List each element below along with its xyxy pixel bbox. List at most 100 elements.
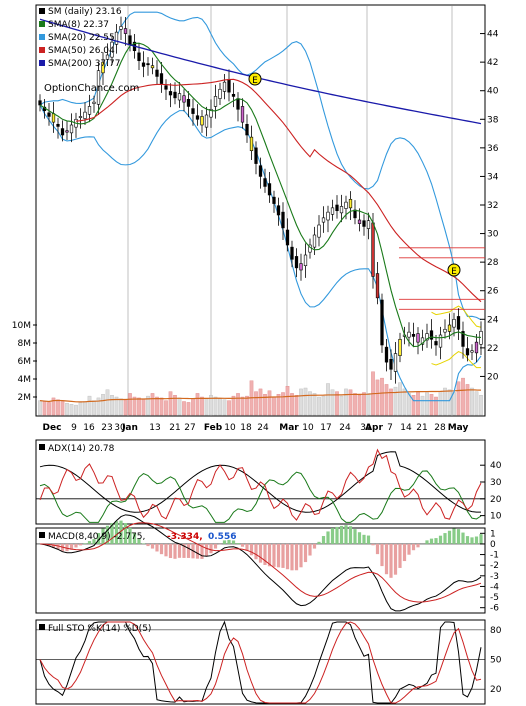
candle-body-23: [141, 62, 146, 67]
candle-body-33: [186, 98, 191, 107]
date-label-2: 16: [83, 423, 95, 433]
volume-bar-19: [123, 399, 128, 416]
volume-bar-3: [51, 397, 56, 416]
macd-hist-bar-29: [168, 543, 173, 559]
macd-hist-bar-24: [146, 543, 150, 547]
macd-hist-bar-81: [402, 543, 407, 562]
volume-bar-35: [195, 393, 200, 416]
macd-hist-bar-13: [96, 532, 101, 544]
price-tick-label-34: 34: [487, 172, 499, 182]
volume-bar-50: [263, 394, 267, 416]
candle-body-76: [380, 299, 384, 346]
price-gridlines: [127, 6, 453, 416]
volume-bar-59: [303, 387, 308, 416]
candle-body-68: [344, 201, 348, 209]
macd-hist-bar-54: [281, 543, 285, 568]
watermark: OptionChance.com: [44, 83, 139, 94]
candle-body-28: [164, 85, 168, 90]
macd-hist-bar-8: [74, 543, 78, 548]
volume-bar-56: [290, 393, 294, 416]
candle-body-35: [195, 115, 200, 120]
volume-bar-13: [96, 397, 101, 416]
volume-bar-85: [420, 395, 425, 416]
date-label-8: 27: [184, 423, 195, 433]
candle-body-4: [56, 123, 60, 127]
volume-bar-43: [231, 395, 236, 416]
macd-hist-bar-11: [87, 541, 92, 544]
candle-body-96: [470, 350, 474, 353]
macd-hist-bar-45: [240, 543, 245, 547]
macd-hist-bar-31: [177, 543, 182, 558]
volume-bar-72: [362, 392, 366, 416]
date-label-23: May: [448, 423, 469, 433]
volume-tick-label-2M: 2M: [18, 393, 32, 403]
macd-hist-bar-55: [285, 543, 290, 570]
macd-hist-bar-84: [416, 543, 420, 548]
candle-body-3: [51, 113, 56, 123]
volume-bar-16: [110, 395, 114, 416]
sma50-line: [75, 78, 482, 303]
volume-bar-93: [456, 381, 461, 416]
price-tick-label-30: 30: [487, 230, 499, 240]
volume-bar-55: [285, 386, 290, 416]
candle-body-37: [204, 114, 209, 128]
candle-body-31: [177, 93, 182, 101]
macd-tick-1: 1: [490, 529, 496, 539]
volume-bar-26: [155, 396, 159, 416]
candle-body-90: [443, 328, 447, 333]
date-label-6: 13: [149, 423, 160, 433]
macd-hist-bar-79: [393, 543, 398, 575]
candle-body-25: [150, 65, 155, 69]
candle-body-16: [110, 41, 114, 58]
volume-tick-label-10M: 10M: [12, 321, 31, 331]
macd-hist-bar-4: [56, 543, 60, 550]
macd-hist-bar-73: [366, 535, 371, 544]
candle-body-39: [213, 96, 218, 107]
macd-hist-bar-37: [204, 543, 209, 557]
legend-swatch-4: [39, 60, 45, 66]
macd-hist-bar-16: [110, 523, 114, 544]
sto-swatch: [39, 624, 45, 630]
adx-tick-40: 40: [490, 461, 502, 471]
volume-bar-87: [429, 394, 434, 416]
volume-bar-61: [312, 393, 317, 416]
candle-body-93: [456, 316, 461, 330]
macd-hist-bar-27: [159, 543, 164, 555]
macd-hist-bar-90: [443, 533, 447, 544]
date-label-18: Apr: [365, 423, 383, 433]
candle-body-11: [87, 106, 92, 115]
volume-tick-label-6M: 6M: [18, 357, 32, 367]
date-label-17: 31: [360, 423, 371, 433]
macd-hist-bar-43: [231, 540, 236, 544]
volume-bar-30: [173, 395, 177, 416]
price-tick-label-24: 24: [487, 315, 499, 325]
candle-body-43: [231, 93, 236, 97]
macd-hist-bar-23: [141, 543, 146, 544]
volume-bar-64: [326, 383, 330, 416]
price-legend: SM (daily) 23.16 SMA(8) 22.37 SMA(20) 22.5…: [39, 7, 122, 69]
date-label-21: 21: [416, 423, 427, 433]
candle-body-40: [218, 88, 222, 99]
volume-bar-44: [236, 393, 240, 416]
volume-bar-65: [330, 389, 335, 416]
macd-hist-bar-46: [245, 543, 249, 551]
volume-bar-5: [60, 401, 65, 416]
volume-bar-67: [339, 395, 344, 416]
volume-bar-38: [209, 395, 213, 416]
macd-hist-bar-71: [357, 532, 362, 544]
legend-entry-2: SMA(20) 22.55: [48, 33, 115, 43]
candle-body-65: [330, 207, 335, 215]
macd-hist-bar-87: [429, 538, 434, 544]
candle-body-45: [240, 106, 245, 123]
legend-swatch-3: [39, 47, 45, 53]
volume-bar-23: [141, 398, 146, 416]
macd-hist-bar-47: [249, 543, 254, 556]
volume-tick-label-4M: 4M: [18, 375, 32, 385]
date-label-14: 10: [302, 423, 314, 433]
macd-hist-label: 0.556: [208, 532, 236, 542]
macd-tick--1: -1: [490, 551, 499, 561]
volume-bar-86: [425, 392, 429, 416]
macd-hist-bar-28: [164, 543, 168, 557]
